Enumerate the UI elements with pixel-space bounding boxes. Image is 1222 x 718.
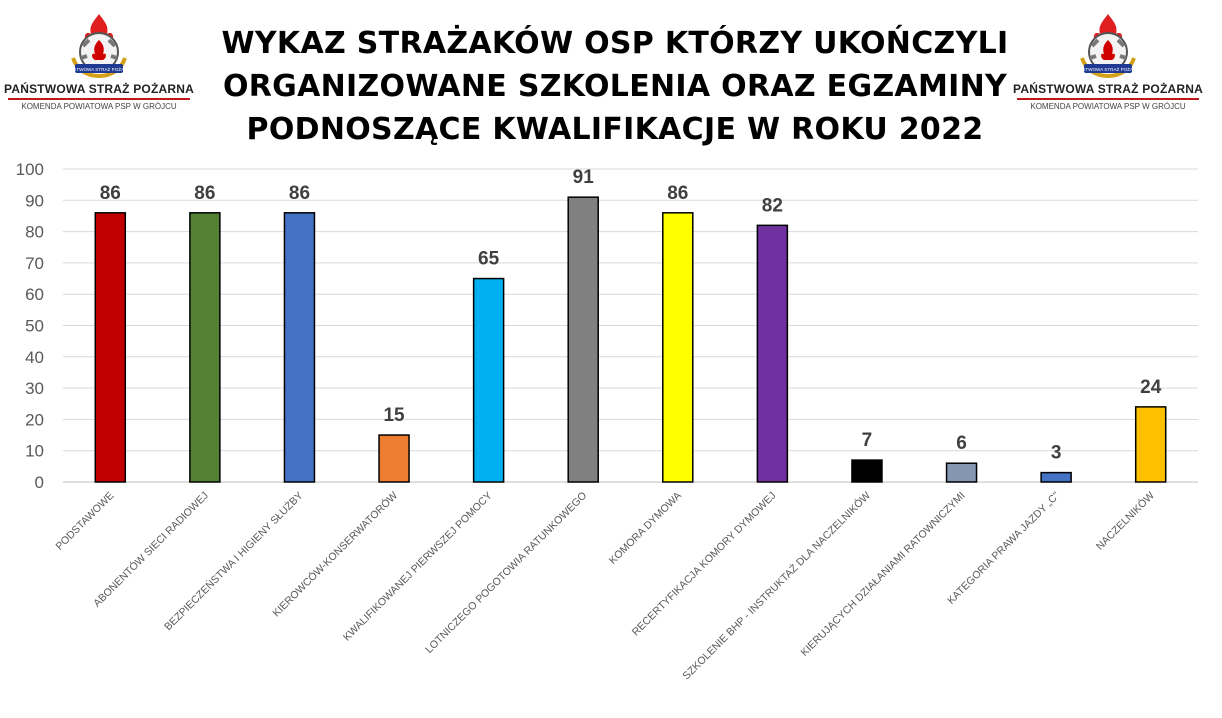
- bar: [567, 196, 599, 483]
- data-label: 86: [100, 183, 121, 204]
- y-tick-label: 50: [25, 317, 44, 336]
- bar: [756, 224, 789, 483]
- y-tick-label: 30: [25, 379, 44, 398]
- emblem-ribbon-text: PAŃSTWOWA STRAŻ POŻARNA: [64, 66, 135, 72]
- chart-title-line-2: ORGANIZOWANE SZKOLENIA ORAZ EGZAMINY: [222, 69, 1008, 104]
- logo-divider: [1017, 98, 1199, 100]
- fire-service-emblem-icon: PAŃSTWOWA STRAŻ POŻARNA: [1073, 14, 1144, 79]
- x-tick-label: LOTNICZEGO POGOTOWIA RATUNKOWEGO: [423, 490, 589, 656]
- x-tick-label: KIERUJĄCYCH DZIAŁANIAMI RATOWNICZYMI: [799, 490, 968, 659]
- bar: [1040, 471, 1072, 483]
- chart-title-line-3: PODNOSZĄCE KWALIFIKACJE W ROKU 2022: [246, 112, 984, 147]
- org-name: PAŃSTWOWA STRAŻ POŻARNA: [4, 82, 194, 96]
- x-tick-label: ABONENTÓW SIECI RADIOWEJ: [90, 489, 211, 610]
- logo-left: PAŃSTWOWA STRAŻ POŻARNA PAŃSTWOWA STRAŻ …: [4, 12, 194, 122]
- chart-title: WYKAZ STRAŻAKÓW OSP KTÓRZY UKOŃCZYLI ORG…: [200, 22, 1030, 151]
- data-label: 86: [194, 183, 215, 204]
- data-label: 91: [573, 167, 595, 188]
- data-label: 24: [1140, 377, 1162, 398]
- data-label: 6: [956, 433, 967, 454]
- data-label: 7: [862, 430, 873, 451]
- data-label: 86: [667, 183, 688, 204]
- data-label: 3: [1051, 443, 1062, 464]
- logo-divider: [8, 98, 190, 100]
- bar: [283, 212, 316, 483]
- x-tick-label: PODSTAWOWE: [53, 490, 116, 553]
- y-axis-tick-labels: 0 10 20 30 40 50 60 70 80 90 100: [16, 160, 44, 492]
- bar: [1134, 406, 1167, 483]
- x-tick-label: NACZELNIKÓW: [1093, 489, 1157, 553]
- x-tick-label: KOMORA DYMOWA: [607, 490, 684, 567]
- bar: [94, 212, 127, 483]
- bar: [189, 212, 221, 483]
- org-name: PAŃSTWOWA STRAŻ POŻARNA: [1013, 82, 1203, 96]
- data-labels: 86 86 86 15 65 91 86 82 7 6 3 24: [100, 167, 1162, 463]
- bar: [472, 277, 505, 483]
- data-label: 65: [478, 249, 500, 270]
- unit-name: KOMENDA POWIATOWA PSP W GRÓJCU: [21, 102, 177, 111]
- y-tick-label: 0: [35, 473, 44, 492]
- bar: [851, 459, 883, 483]
- chart-title-line-1: WYKAZ STRAŻAKÓW OSP KTÓRZY UKOŃCZYLI: [221, 26, 1009, 61]
- y-tick-label: 60: [25, 285, 44, 304]
- y-tick-label: 80: [25, 223, 44, 242]
- y-tick-label: 70: [25, 254, 44, 273]
- x-tick-label: SZKOLENIE BHP - INSTRUKTAŻ DLA NACZELNIK…: [680, 489, 873, 682]
- bar: [662, 212, 694, 483]
- data-label: 82: [762, 195, 783, 216]
- data-label: 15: [383, 405, 405, 426]
- data-label: 86: [289, 183, 310, 204]
- emblem-ribbon-text: PAŃSTWOWA STRAŻ POŻARNA: [1073, 66, 1144, 72]
- y-tick-label: 100: [16, 160, 44, 179]
- bars: [94, 196, 1167, 483]
- y-tick-label: 40: [25, 348, 44, 367]
- x-tick-label: KWALIFIKOWANEJ PIERWSZEJ POMOCY: [341, 490, 495, 644]
- unit-name: KOMENDA POWIATOWA PSP W GRÓJCU: [1030, 102, 1186, 111]
- fire-service-emblem-icon: PAŃSTWOWA STRAŻ POŻARNA: [64, 14, 135, 79]
- bar: [945, 462, 978, 483]
- logo-right: PAŃSTWOWA STRAŻ POŻARNA PAŃSTWOWA STRAŻ …: [1013, 12, 1203, 122]
- bar: [378, 434, 410, 483]
- gridlines: [63, 168, 1198, 483]
- y-tick-label: 90: [25, 191, 44, 210]
- y-tick-label: 20: [25, 410, 44, 429]
- x-tick-label: KATEGORIA PRAWA JAZDY „C": [945, 489, 1062, 606]
- y-tick-label: 10: [25, 442, 44, 461]
